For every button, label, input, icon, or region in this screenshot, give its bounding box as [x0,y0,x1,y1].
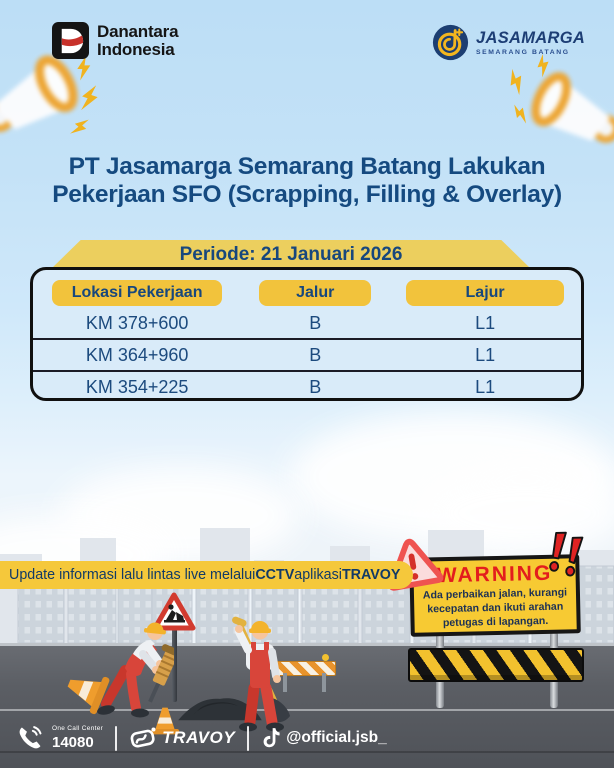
cell-jalur: B [309,376,322,397]
asphalt-pile [178,698,262,721]
road-shadow-line [0,751,614,753]
phone-icon [19,725,42,748]
header-lokasi: Lokasi Pekerjaan [51,280,223,306]
lightning-bolt-icon [70,119,89,134]
footer-divider [247,725,250,751]
info-banner-text: Update informasi lalu lintas live melalu… [9,567,256,583]
worker-jackhammer [97,622,174,718]
traffic-info-banner: Update informasi lalu lintas live melalu… [0,561,414,589]
worker-shovel [232,616,290,732]
table-row: KM 364+960 B L1 [33,338,581,370]
footer-divider [115,725,118,751]
header-lajur: Lajur [406,280,564,306]
barricade-lamp [322,654,329,661]
jasamarga-logo: JASAMARGA SEMARANG BATANG [432,24,585,61]
barricade-leg [283,673,287,692]
road-edge-line [0,643,614,646]
megaphone-icon [0,55,78,132]
lightning-bolt-icon [77,56,91,81]
info-banner-cctv: CCTV [255,567,295,583]
road-lane-line [0,709,614,711]
barricade-leg [322,673,326,692]
cell-jalur: B [309,344,322,365]
striped-barricade [408,648,584,682]
lightning-bolt-icon [537,53,549,78]
exclamation-marks-icon [549,531,584,577]
social-handle-text: @official.jsb_ [286,729,387,746]
jasamarga-subbrand-text: SEMARANG BATANG [476,48,570,56]
cell-jalur: B [309,312,322,333]
danantara-logo-icon [52,22,89,59]
cell-lokasi: KM 354+225 [85,376,189,397]
footer: One Call Center 14080 TRAVOY @official.j… [16,721,387,755]
cell-lokasi: KM 364+960 [85,344,189,365]
call-center-label: One Call Center [52,725,104,733]
sign-pole [172,626,177,702]
table-header-row: Lokasi Pekerjaan Jalur Lajur [33,278,581,308]
cell-lokasi: KM 378+600 [85,312,189,333]
travoy-brand-text: TRAVOY [162,728,236,747]
title-line1: PT Jasamarga Semarang Batang Lakukan [68,153,546,180]
call-center-number: 14080 [52,733,94,751]
danantara-name-line1: Danantara [97,21,179,41]
info-banner-text: aplikasi [294,567,342,583]
social-handle: @official.jsb_ [261,727,387,750]
jasamarga-logo-icon [432,24,469,61]
traffic-cone-tipped [67,676,110,715]
roadwork-sign-icon [152,592,196,631]
cell-lajur: L1 [475,376,496,397]
periode-banner: Periode: 21 Januari 2026 [52,240,530,268]
header-jalur: Jalur [258,280,372,306]
traffic-cone [150,707,180,735]
lightning-bolt-icon [510,68,522,96]
info-banner-travoy: TRAVOY [341,567,401,583]
travoy-logo-icon [130,727,156,748]
lightning-bolt-icon [81,85,98,111]
jasamarga-brand-text: JASAMARGA [476,28,586,47]
danantara-name-line2: Indonesia [97,39,175,59]
page-title: PT Jasamarga Semarang Batang Lakukan Pek… [0,153,614,209]
megaphone-icon [531,72,614,143]
tiktok-icon [263,727,280,747]
table-row: KM 378+600 B L1 [33,308,581,338]
lightning-bolt-icon [514,104,527,124]
danantara-logo: Danantara Indonesia [52,21,179,59]
title-line2: Pekerjaan SFO (Scrapping, Filling & Over… [52,181,562,208]
table-row: KM 354+225 B L1 [33,370,581,402]
cell-lajur: L1 [475,312,496,333]
cell-lajur: L1 [475,344,496,365]
work-schedule-table: Lokasi Pekerjaan Jalur Lajur KM 378+600 … [30,267,584,401]
travoy-logo: TRAVOY [129,726,235,750]
